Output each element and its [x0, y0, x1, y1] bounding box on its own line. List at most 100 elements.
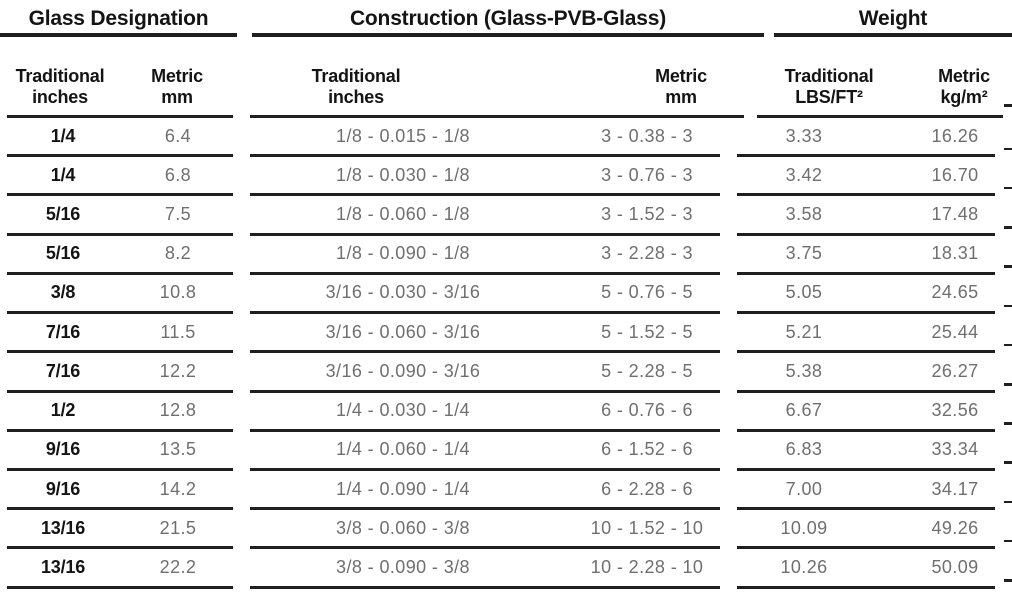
cell-glass-traditional-inches: 13/16 [40, 557, 86, 578]
table-edge-fragment [1004, 343, 1012, 347]
cell-weight-kg-m2: 34.17 [931, 478, 979, 499]
row-rule [7, 271, 233, 275]
cell-construction-metric-mm: 3 - 2.28 - 3 [601, 243, 693, 264]
colhead-line1: Traditional [784, 66, 874, 86]
cell-weight-kg-m2: 33.34 [931, 439, 979, 460]
group-title-glass-designation: Glass Designation [28, 7, 209, 30]
row-rule [250, 271, 720, 275]
cell-glass-metric-mm: 6.4 [164, 125, 192, 146]
cell-glass-traditional-inches: 1/4 [50, 164, 76, 185]
cell-weight-lbs-ft2: 10.26 [780, 557, 828, 578]
cell-weight-lbs-ft2: 3.75 [785, 243, 823, 264]
table-edge-fragment [1004, 383, 1012, 386]
cell-construction-traditional-inches: 3/8 - 0.060 - 3/8 [336, 517, 470, 538]
cell-weight-lbs-ft2: 7.00 [785, 478, 823, 499]
table-edge-fragment [1004, 104, 1012, 107]
colhead-construction-metric: Metric mm [616, 66, 746, 108]
cell-glass-metric-mm: 21.5 [159, 517, 197, 538]
cell-construction-traditional-inches: 1/8 - 0.060 - 1/8 [336, 204, 470, 225]
subheader-rule [250, 115, 744, 118]
row-rule [7, 154, 233, 158]
cell-glass-traditional-inches: 7/16 [45, 321, 81, 342]
row-rule [250, 546, 720, 550]
cell-weight-kg-m2: 25.44 [931, 321, 979, 342]
cell-construction-metric-mm: 3 - 0.38 - 3 [601, 125, 693, 146]
row-rule [737, 350, 995, 354]
cell-weight-kg-m2: 26.27 [931, 360, 979, 381]
cell-construction-metric-mm: 5 - 1.52 - 5 [601, 321, 693, 342]
table-row: 3/8 10.8 3/16 - 0.030 - 3/16 5 - 0.76 - … [0, 275, 1012, 315]
row-rule [7, 193, 233, 197]
table-row: 7/16 11.5 3/16 - 0.060 - 3/16 5 - 1.52 -… [0, 314, 1012, 354]
cell-weight-lbs-ft2: 3.33 [785, 125, 823, 146]
cell-glass-traditional-inches: 7/16 [45, 360, 81, 381]
cell-construction-traditional-inches: 3/16 - 0.030 - 3/16 [325, 282, 481, 303]
table-edge-fragment [1004, 186, 1012, 190]
row-rule [7, 467, 233, 471]
group-title-weight: Weight [858, 7, 928, 30]
cell-weight-kg-m2: 49.26 [931, 517, 979, 538]
colhead-weight-metric: Metric kg/m² [899, 66, 1012, 108]
row-rule [737, 232, 995, 236]
cell-glass-traditional-inches: 13/16 [40, 517, 86, 538]
row-rule [7, 507, 233, 511]
table-row: 13/16 22.2 3/8 - 0.090 - 3/8 10 - 2.28 -… [0, 549, 1012, 589]
cell-glass-metric-mm: 7.5 [164, 204, 192, 225]
colhead-line2: LBS/FT² [795, 87, 863, 107]
table-row: 1/2 12.8 1/4 - 0.030 - 1/4 6 - 0.76 - 6 … [0, 393, 1012, 432]
table-row: 9/16 14.2 1/4 - 0.090 - 1/4 6 - 2.28 - 6… [0, 471, 1012, 511]
cell-glass-traditional-inches: 1/4 [50, 125, 76, 146]
cell-glass-metric-mm: 6.8 [164, 164, 192, 185]
cell-glass-metric-mm: 11.5 [160, 321, 196, 342]
colhead-line2: kg/m² [940, 87, 988, 107]
cell-construction-metric-mm: 3 - 1.52 - 3 [601, 204, 693, 225]
table-edge-fragment [1004, 147, 1012, 151]
cell-weight-lbs-ft2: 3.42 [785, 164, 823, 185]
cell-glass-metric-mm: 12.8 [159, 400, 197, 421]
cell-weight-kg-m2: 18.31 [931, 243, 979, 264]
cell-weight-lbs-ft2: 3.58 [785, 204, 823, 225]
colhead-line2: inches [328, 87, 384, 107]
row-rule [250, 193, 720, 197]
subheader-rule [757, 115, 1003, 118]
cell-construction-traditional-inches: 1/4 - 0.090 - 1/4 [336, 478, 470, 499]
cell-glass-traditional-inches: 1/2 [50, 400, 76, 421]
cell-weight-kg-m2: 16.70 [931, 164, 979, 185]
table-edge-fragment [1004, 304, 1012, 308]
row-rule [7, 585, 233, 589]
row-rule [250, 232, 720, 236]
row-rule [737, 585, 995, 589]
colhead-construction-traditional: Traditional inches [291, 66, 421, 108]
colhead-glass-metric: Metric mm [112, 66, 242, 108]
cell-construction-metric-mm: 5 - 0.76 - 5 [601, 282, 693, 303]
row-rule [737, 467, 995, 471]
cell-construction-traditional-inches: 1/4 - 0.030 - 1/4 [336, 400, 470, 421]
cell-weight-lbs-ft2: 5.05 [785, 282, 823, 303]
row-rule [250, 467, 720, 471]
group-rule [0, 33, 237, 37]
row-rule [737, 546, 995, 550]
cell-glass-metric-mm: 10.8 [159, 282, 197, 303]
cell-construction-traditional-inches: 1/4 - 0.060 - 1/4 [336, 439, 470, 460]
cell-construction-traditional-inches: 1/8 - 0.015 - 1/8 [336, 125, 470, 146]
table-row: 13/16 21.5 3/8 - 0.060 - 3/8 10 - 1.52 -… [0, 510, 1012, 550]
table-edge-fragment [1004, 265, 1012, 268]
row-rule [7, 389, 233, 393]
cell-construction-metric-mm: 6 - 1.52 - 6 [601, 439, 693, 460]
colhead-line1: Metric [151, 66, 203, 86]
cell-weight-kg-m2: 50.09 [931, 557, 979, 578]
subheader-rule [7, 115, 233, 118]
row-rule [737, 193, 995, 197]
cell-weight-kg-m2: 16.26 [931, 125, 979, 146]
group-title-construction: Construction (Glass-PVB-Glass) [349, 7, 667, 30]
cell-glass-metric-mm: 13.5 [159, 439, 197, 460]
row-rule [250, 311, 720, 315]
row-rule [7, 232, 233, 236]
cell-weight-kg-m2: 24.65 [931, 282, 979, 303]
cell-glass-traditional-inches: 9/16 [45, 439, 81, 460]
row-rule [737, 271, 995, 275]
colhead-line1: Traditional [311, 66, 401, 86]
cell-glass-metric-mm: 12.2 [159, 360, 197, 381]
colhead-line1: Metric [655, 66, 707, 86]
cell-weight-lbs-ft2: 10.09 [780, 517, 828, 538]
